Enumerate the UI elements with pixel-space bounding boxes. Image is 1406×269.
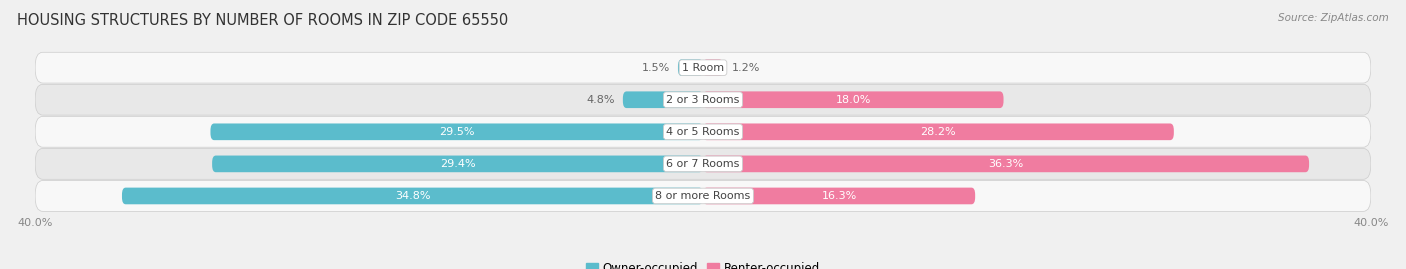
Text: 34.8%: 34.8%: [395, 191, 430, 201]
FancyBboxPatch shape: [703, 91, 1004, 108]
Text: 1 Room: 1 Room: [682, 63, 724, 73]
FancyBboxPatch shape: [678, 59, 703, 76]
Text: 4 or 5 Rooms: 4 or 5 Rooms: [666, 127, 740, 137]
FancyBboxPatch shape: [35, 52, 1371, 83]
FancyBboxPatch shape: [35, 180, 1371, 211]
FancyBboxPatch shape: [703, 155, 1309, 172]
Text: 6 or 7 Rooms: 6 or 7 Rooms: [666, 159, 740, 169]
FancyBboxPatch shape: [35, 116, 1371, 147]
Text: 28.2%: 28.2%: [921, 127, 956, 137]
Text: 8 or more Rooms: 8 or more Rooms: [655, 191, 751, 201]
Text: 36.3%: 36.3%: [988, 159, 1024, 169]
FancyBboxPatch shape: [211, 123, 703, 140]
Text: Source: ZipAtlas.com: Source: ZipAtlas.com: [1278, 13, 1389, 23]
Text: 1.2%: 1.2%: [731, 63, 759, 73]
Legend: Owner-occupied, Renter-occupied: Owner-occupied, Renter-occupied: [581, 257, 825, 269]
Text: 18.0%: 18.0%: [835, 95, 870, 105]
Text: 16.3%: 16.3%: [821, 191, 856, 201]
FancyBboxPatch shape: [212, 155, 703, 172]
FancyBboxPatch shape: [35, 148, 1371, 179]
Text: 1.5%: 1.5%: [641, 63, 669, 73]
Text: HOUSING STRUCTURES BY NUMBER OF ROOMS IN ZIP CODE 65550: HOUSING STRUCTURES BY NUMBER OF ROOMS IN…: [17, 13, 508, 29]
Text: 4.8%: 4.8%: [586, 95, 614, 105]
FancyBboxPatch shape: [122, 187, 703, 204]
Text: 29.5%: 29.5%: [439, 127, 474, 137]
Text: 2 or 3 Rooms: 2 or 3 Rooms: [666, 95, 740, 105]
FancyBboxPatch shape: [703, 123, 1174, 140]
FancyBboxPatch shape: [35, 84, 1371, 115]
FancyBboxPatch shape: [623, 91, 703, 108]
FancyBboxPatch shape: [703, 59, 723, 76]
Text: 29.4%: 29.4%: [440, 159, 475, 169]
FancyBboxPatch shape: [703, 187, 976, 204]
